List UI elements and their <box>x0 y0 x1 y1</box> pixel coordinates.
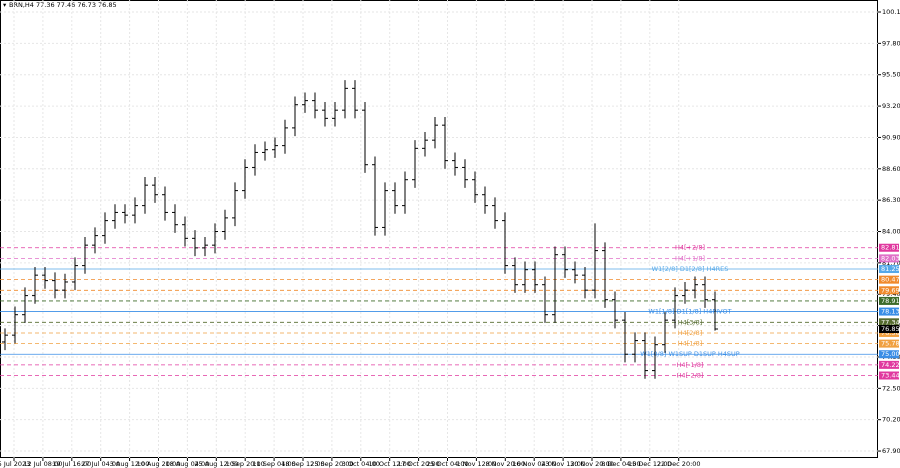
level-label: H4[-1/8] <box>677 361 704 369</box>
x-tick-label: 1 Sep 20:00 <box>226 460 265 468</box>
level-price: 78.13 <box>881 308 900 316</box>
level-price-box <box>879 265 899 274</box>
x-tick-label: 10 Oct 12:00 <box>369 460 411 468</box>
level-label: H4[1/8] <box>678 340 703 348</box>
x-tick-label: 3 Aug 12:00 <box>110 460 150 468</box>
level-price-box <box>879 243 899 252</box>
level-price: 82.03 <box>881 254 900 262</box>
chart-title: BRN,H4 77.36 77.46 76.73 76.85 <box>9 1 117 9</box>
level-label: H4[3/8] <box>678 318 703 326</box>
symbol-icon: ▾ <box>3 1 7 9</box>
last-price: 76.85 <box>881 325 900 333</box>
y-tick-label: 86.30 <box>882 196 900 204</box>
level-price-box <box>879 339 899 348</box>
level-price-box <box>879 254 899 263</box>
y-tick-label: 95.50 <box>882 71 900 79</box>
y-tick-label: 70.20 <box>882 416 900 424</box>
x-tick-label: 30 Nov 20:00 <box>570 460 614 468</box>
x-tick-label: 8 Dec 04:00 <box>601 460 641 468</box>
level-price: 82.81 <box>881 244 900 252</box>
y-tick-label: 81.70 <box>882 259 900 267</box>
level-label: W1[1/8] D1[1/8] H4PIVOT <box>648 308 731 316</box>
x-tick-label: 25 Sep 20:00 <box>310 460 353 468</box>
level-price: 78.91 <box>881 297 900 305</box>
y-tick-label: 84.00 <box>882 228 900 236</box>
level-label: H4[-2/8] <box>677 372 704 380</box>
x-tick-label: 18 Aug 04:00 <box>165 460 209 468</box>
x-tick-label: 15 Dec 12:00 <box>628 460 672 468</box>
x-tick-label: 10 Aug 20:00 <box>137 460 181 468</box>
level-price: 74.22 <box>881 361 900 369</box>
level-label: H4[+2/8] <box>675 244 705 252</box>
x-tick-label: 1 Nov 12:00 <box>457 460 497 468</box>
level-label: H4[2/8] <box>678 329 703 337</box>
plot-frame <box>0 0 878 458</box>
level-price: 75.00 <box>881 350 900 358</box>
level-price-box <box>879 307 899 316</box>
y-tick-label: 97.80 <box>882 39 900 47</box>
x-tick-label: 27 Jul 04:00 <box>81 460 120 468</box>
level-price: 75.78 <box>881 340 900 348</box>
level-price-box <box>879 286 899 295</box>
x-tick-label: 11 Sep 04:00 <box>252 460 295 468</box>
level-label: H4[+1/8] <box>675 254 705 262</box>
level-price-box <box>879 360 899 369</box>
level-price: 77.34 <box>881 318 900 326</box>
x-tick-label: 8 Nov 20:00 <box>485 460 525 468</box>
level-price-box <box>879 350 899 359</box>
x-tick-label: 5 Jul 2023 <box>0 460 30 468</box>
x-tick-label: 16 Nov 04:00 <box>512 460 556 468</box>
y-tick-label: 72.50 <box>882 384 900 392</box>
level-price-box <box>879 296 899 305</box>
y-tick-label: 67.90 <box>882 447 900 455</box>
y-tick-label: 93.20 <box>882 102 900 110</box>
x-tick-label: 25 Oct 04:00 <box>426 460 468 468</box>
x-tick-label: 17 Oct 20:00 <box>397 460 439 468</box>
level-price: 79.69 <box>881 286 900 294</box>
x-tick-label: 18 Sep 12:00 <box>281 460 324 468</box>
y-tick-label: 88.60 <box>882 165 900 173</box>
last-price-box <box>879 325 899 334</box>
level-label: W1[0/8] W1SUP D1SUP H4SUP <box>640 350 740 358</box>
level-price: 81.25 <box>881 265 900 273</box>
level-price: 80.47 <box>881 276 900 284</box>
x-tick-label: 22 Dec 20:00 <box>657 460 701 468</box>
x-tick-label: 12 Jul 08:00 <box>23 460 62 468</box>
level-price: 73.44 <box>881 372 900 380</box>
level-label: W1[2/8] D1[2/8] H4RES <box>652 265 729 273</box>
y-tick-label: 90.90 <box>882 133 900 141</box>
level-price-box <box>879 275 899 284</box>
y-tick-label: 100.10 <box>882 8 900 16</box>
level-price-box <box>879 371 899 380</box>
x-tick-label: 23 Nov 12:00 <box>541 460 585 468</box>
level-price-box <box>879 318 899 327</box>
x-tick-label: 25 Aug 12:00 <box>194 460 238 468</box>
x-tick-label: 3 Oct 04:00 <box>342 460 380 468</box>
x-tick-label: 19 Jul 16:00 <box>52 460 91 468</box>
